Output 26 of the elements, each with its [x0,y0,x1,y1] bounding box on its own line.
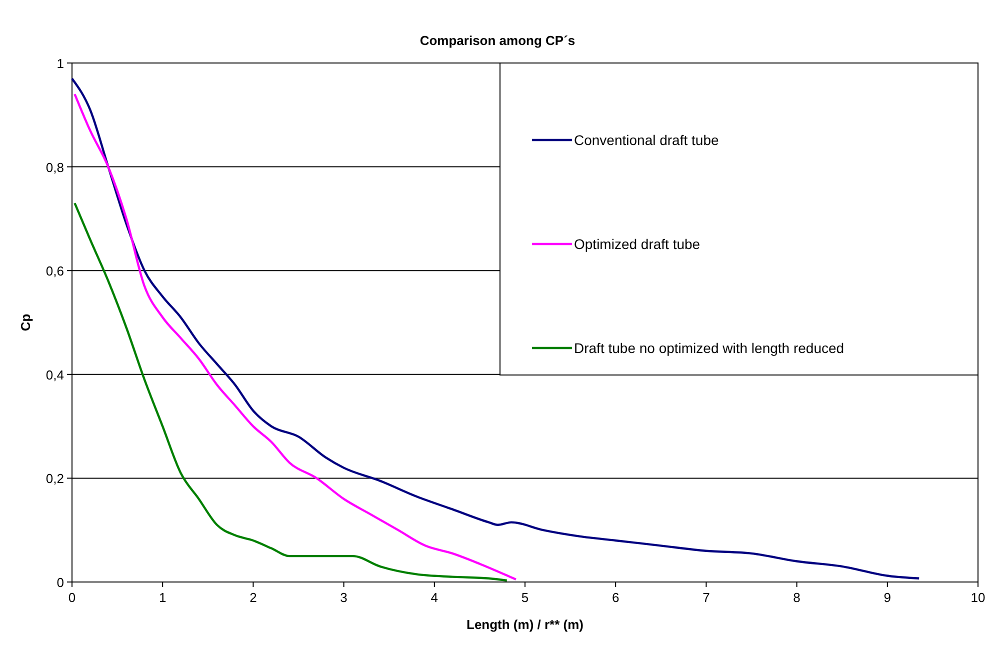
legend-label: Conventional draft tube [574,132,719,148]
x-tick-label: 4 [430,590,438,605]
x-tick-label: 5 [521,590,529,605]
y-tick-label: 0,6 [46,264,64,279]
x-tick-label: 3 [340,590,348,605]
x-tick-label: 7 [702,590,710,605]
x-tick-label: 1 [158,590,166,605]
y-tick-label: 0,2 [46,471,64,486]
line-series [70,77,920,580]
chart-title: Comparison among CP´s [420,33,576,48]
y-axis-title: Cp [18,314,33,332]
legend-label: Draft tube no optimized with length reduced [574,340,844,356]
x-tick-label: 2 [250,590,257,605]
x-tick-label: 10 [970,590,986,605]
x-tick-label: 9 [884,590,892,605]
y-tick-label: 0,8 [46,160,64,175]
x-axis-title: Length (m) / r** (m) [466,617,584,632]
line-series [74,202,508,582]
y-tick-label: 0,4 [46,367,64,382]
y-tick-label: 0 [56,575,64,590]
y-tick-label: 1 [56,56,64,71]
x-tick-label: 0 [68,590,76,605]
legend-label: Optimized draft tube [574,236,700,252]
line-series [74,93,518,581]
x-tick-label: 6 [612,590,620,605]
x-tick-label: 8 [793,590,800,605]
